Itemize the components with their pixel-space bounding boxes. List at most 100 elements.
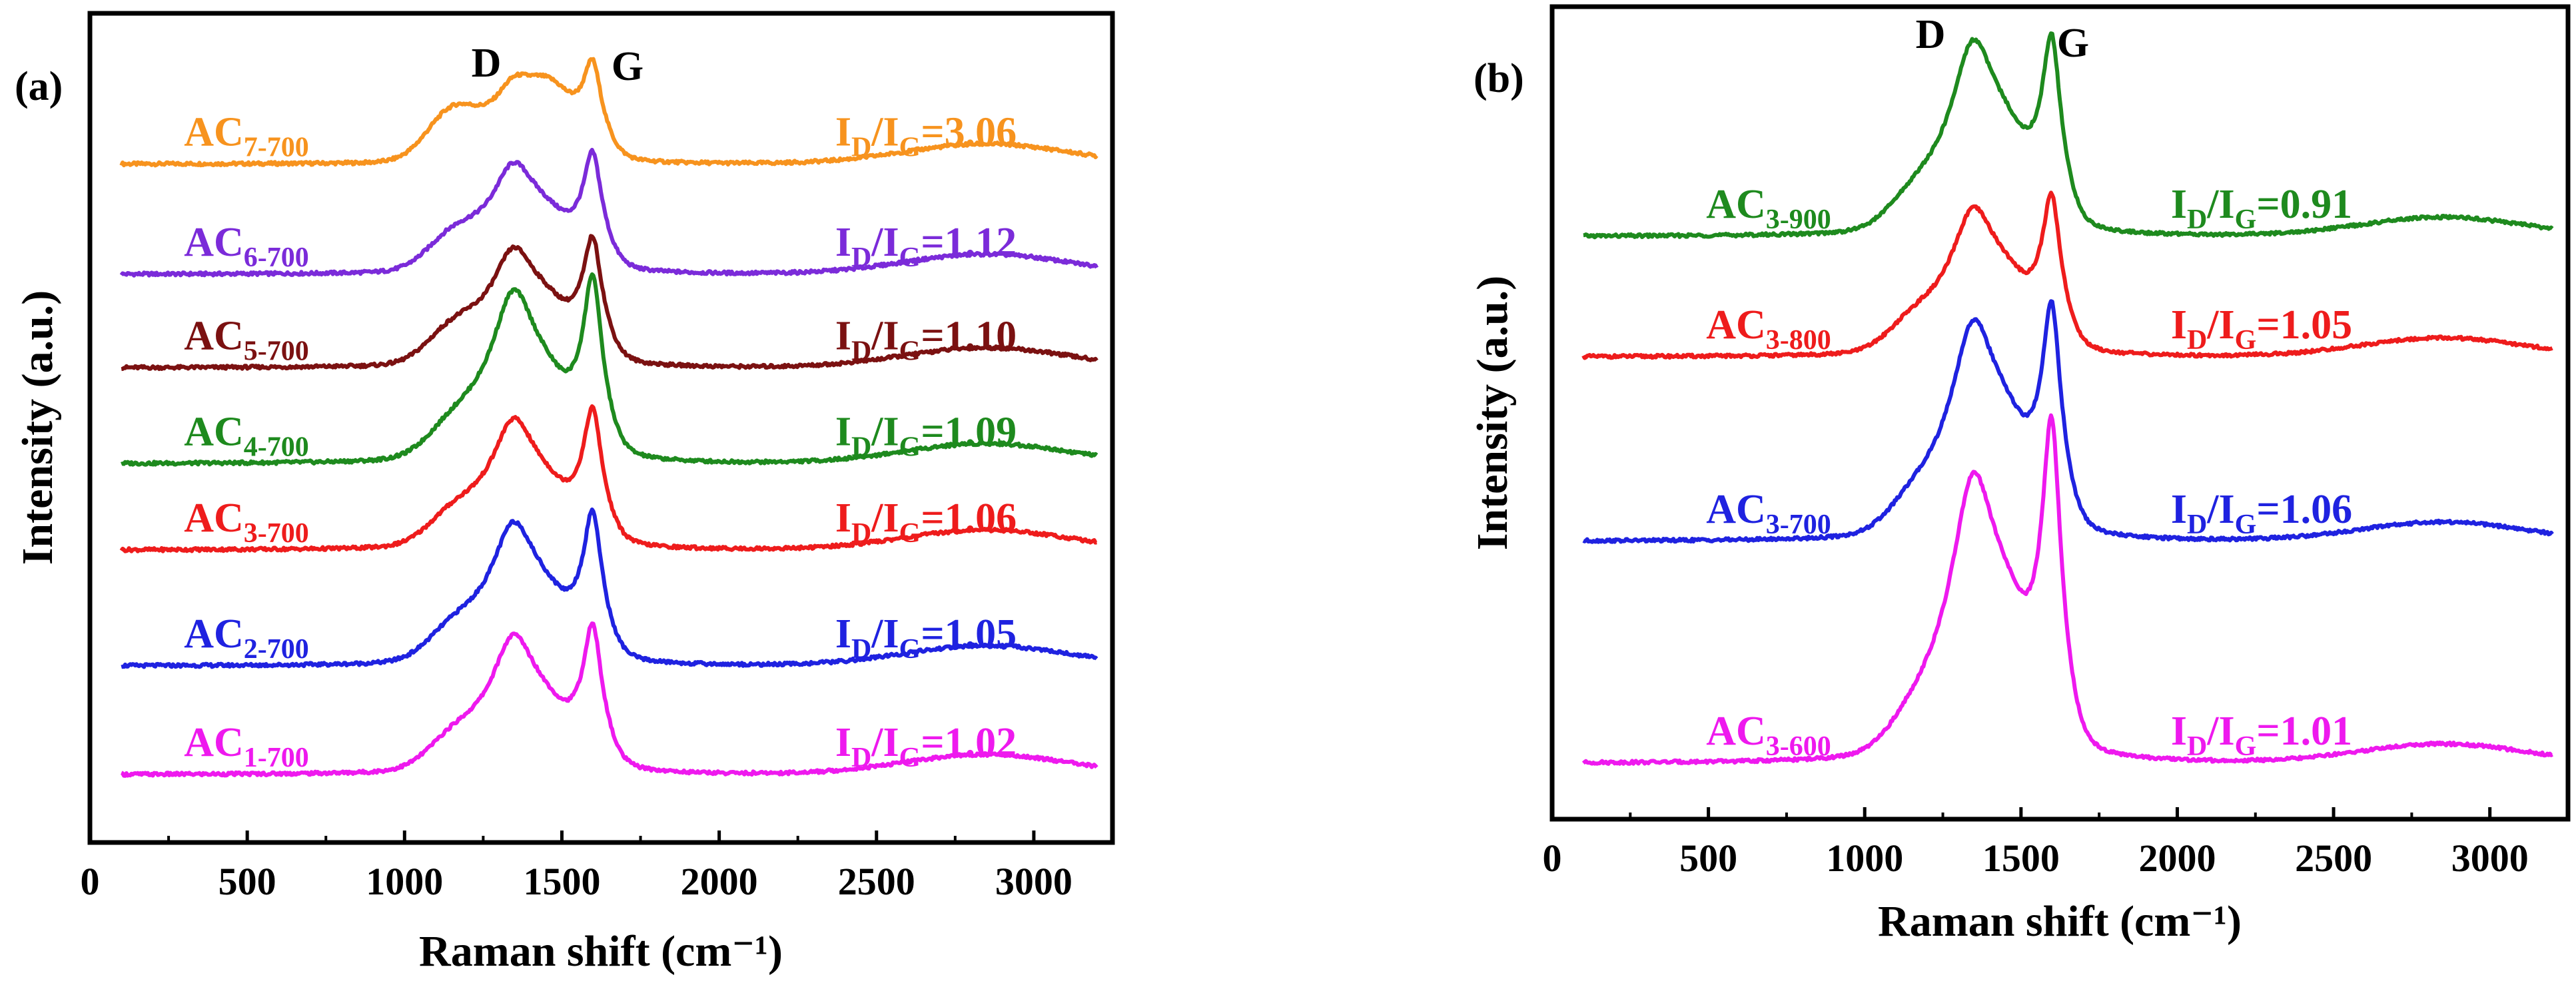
ratio-part: =: [2256, 182, 2280, 227]
series-name-subscript: 4-700: [244, 432, 309, 462]
series-name-main: AC: [184, 611, 244, 657]
ratio-part: D: [2187, 325, 2207, 356]
ratio-part: /I: [871, 220, 899, 265]
ratio-part: D: [851, 336, 871, 366]
panel-b-x-axis-title: Raman shift (cm⁻¹): [1878, 897, 2242, 946]
series-ratio-label: ID/IG=1.06: [835, 496, 1017, 549]
x-tick-label: 500: [218, 860, 276, 903]
ratio-part: D: [851, 634, 871, 665]
ratio-part: =: [921, 496, 944, 541]
ratio-part: D: [2187, 509, 2207, 540]
ratio-part: D: [2187, 204, 2207, 235]
series-line-7-700: [119, 57, 1098, 168]
ratio-part: I: [835, 109, 851, 155]
series-name-subscript: 5-700: [244, 336, 309, 366]
series-name-main: AC: [184, 496, 244, 541]
series-name-subscript: 3-600: [1766, 731, 1831, 762]
ratio-part: G: [899, 242, 921, 273]
ratio-part: /I: [871, 313, 899, 358]
panel-b-plot-frame: [1549, 4, 2571, 822]
ratio-value: 1.09: [945, 409, 1017, 454]
ratio-part: =: [2256, 302, 2280, 348]
ratio-value: 1.05: [945, 611, 1017, 657]
panel-a-series-lines: [119, 57, 1099, 778]
series-name-label: AC3-600: [1706, 709, 1831, 762]
series-name-label: AC3-700: [1706, 487, 1831, 540]
ratio-part: /I: [2206, 182, 2234, 227]
ratio-part: I: [835, 496, 851, 541]
ratio-part: I: [835, 611, 851, 657]
ratio-part: G: [899, 336, 921, 366]
series-name-main: AC: [1706, 302, 1766, 348]
series-name-subscript: 3-700: [244, 518, 309, 549]
panel-b-letter: (b): [1474, 56, 1524, 101]
ratio-part: G: [899, 432, 921, 462]
ratio-value: 1.02: [945, 720, 1017, 765]
x-tick-label: 2500: [2295, 836, 2372, 880]
ratio-part: I: [2171, 709, 2187, 754]
series-line-3-700: [1582, 299, 2554, 544]
series-line-4-700: [121, 272, 1098, 467]
series-line-3-600: [1581, 413, 2553, 766]
panel-a-d-peak-label: D: [472, 41, 502, 86]
panel-a-plot-frame: [87, 11, 1115, 845]
series-name-subscript: 2-700: [244, 634, 309, 665]
ratio-value: 1.12: [945, 220, 1017, 265]
ratio-part: /I: [2206, 709, 2234, 754]
series-name-subscript: 6-700: [244, 242, 309, 273]
panel-b-y-axis-title: Intensity (a.u.): [1468, 276, 1517, 551]
panel-b-raman-chart: (b) 0 500 1000 1500 2000 2500 3000 AC3-900 ID/I…: [1468, 4, 2571, 946]
series-ratio-label: ID/IG=3.06: [835, 109, 1017, 163]
series-line-3-900: [1582, 31, 2554, 240]
panel-a-x-axis-title: Raman shift (cm⁻¹): [419, 927, 783, 976]
ratio-part: I: [2171, 302, 2187, 348]
panel-b-g-peak-label: G: [2057, 21, 2089, 66]
series-line-1-700: [121, 621, 1098, 778]
ratio-part: /I: [871, 496, 899, 541]
x-tick-label: 2000: [2138, 836, 2216, 880]
ratio-part: I: [835, 220, 851, 265]
series-ratio-label: ID/IG=1.02: [835, 720, 1017, 773]
series-line-3-700: [119, 404, 1098, 553]
ratio-part: /I: [871, 109, 899, 155]
series-line-3-800: [1581, 190, 2553, 360]
series-ratio-label: ID/IG=1.09: [835, 409, 1017, 462]
series-ratio-label: ID/IG=1.05: [835, 611, 1017, 665]
series-name-label: AC2-700: [184, 611, 309, 665]
series-name-main: AC: [184, 313, 244, 358]
ratio-part: /I: [871, 611, 899, 657]
ratio-part: D: [851, 432, 871, 462]
ratio-part: I: [2171, 487, 2187, 532]
series-ratio-label: ID/IG=1.05: [2171, 302, 2352, 356]
ratio-part: D: [2187, 731, 2207, 762]
panel-b-series-lines: [1581, 31, 2554, 766]
ratio-part: G: [2235, 325, 2257, 356]
x-tick-label: 3000: [995, 860, 1073, 903]
series-name-main: AC: [184, 409, 244, 454]
x-tick-label: 500: [1679, 836, 1737, 880]
ratio-part: D: [851, 132, 871, 163]
series-name-label: AC6-700: [184, 220, 309, 273]
series-name-subscript: 3-800: [1766, 325, 1831, 356]
ratio-part: D: [851, 242, 871, 273]
panel-a-y-axis-title: Intensity (a.u.): [13, 290, 62, 565]
series-name-label: AC3-700: [184, 496, 309, 549]
ratio-value: 1.10: [945, 313, 1017, 358]
ratio-part: G: [2235, 509, 2257, 540]
ratio-part: =: [2256, 487, 2280, 532]
ratio-part: D: [851, 518, 871, 549]
panel-a-letter: (a): [15, 64, 63, 109]
series-line-2-700: [121, 507, 1098, 669]
series-name-label: AC3-800: [1706, 302, 1831, 356]
series-line-5-700: [121, 234, 1098, 372]
ratio-part: =: [921, 720, 944, 765]
series-ratio-label: ID/IG=0.91: [2171, 182, 2352, 235]
series-name-subscript: 1-700: [244, 743, 309, 773]
panel-a-raman-chart: (a) 0 500 1000 1500 2000 2500 3000 AC7-700 ID/I…: [13, 11, 1115, 976]
ratio-part: I: [2171, 182, 2187, 227]
panel-b-d-peak-label: D: [1916, 12, 1946, 57]
series-name-main: AC: [1706, 487, 1766, 532]
